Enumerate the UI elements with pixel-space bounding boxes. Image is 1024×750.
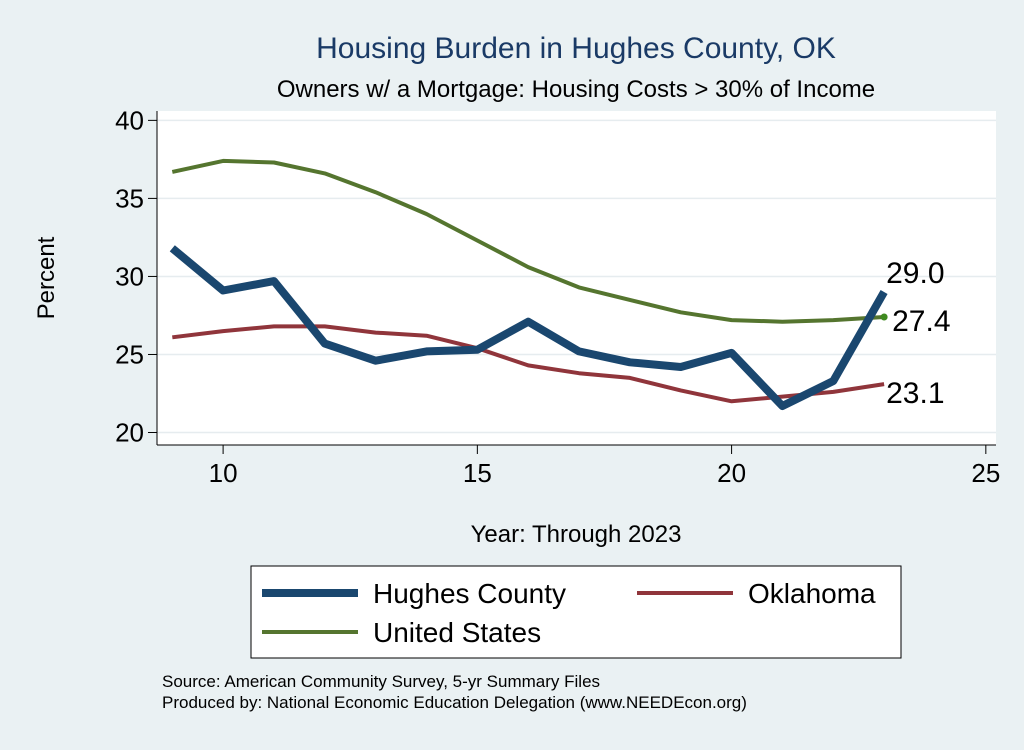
y-tick-label-25: 25 (115, 339, 144, 369)
series-line-united-states (171, 158, 885, 324)
y-tick-label-40: 40 (115, 105, 144, 135)
x-tick-label-10: 10 (209, 458, 238, 488)
end-label-united-states: 27.4 (892, 305, 950, 338)
x-tick-label-20: 20 (717, 458, 746, 488)
end-label-oklahoma: 23.1 (886, 377, 944, 410)
produced-by-note: Produced by: National Economic Education… (162, 693, 747, 712)
series-line-hughes-county (169, 245, 888, 410)
source-note: Source: American Community Survey, 5-yr … (162, 672, 600, 691)
legend-box (250, 565, 902, 659)
legend: Hughes County Oklahoma United States (250, 565, 902, 659)
plot-area (157, 111, 996, 445)
chart-title: Housing Burden in Hughes County, OK (316, 32, 836, 65)
y-tick-label-20: 20 (115, 418, 144, 448)
legend-label-oklahoma: Oklahoma (748, 578, 876, 609)
chart-subtitle: Owners w/ a Mortgage: Housing Costs > 30… (277, 76, 875, 103)
series-line-oklahoma (172, 324, 885, 404)
x-axis-label: Year: Through 2023 (471, 521, 682, 548)
y-tick-label-35: 35 (115, 183, 144, 213)
y-tick-label-30: 30 (115, 261, 144, 291)
end-label-hughes-county: 29.0 (886, 257, 944, 290)
y-axis-label: Percent (33, 236, 60, 319)
series-layer (169, 158, 888, 410)
series-end-marker-united-states (880, 313, 888, 321)
end-labels: 29.0 23.1 27.4 (886, 257, 950, 410)
legend-label-united-states: United States (373, 617, 541, 648)
axes-layer: 20 25 30 35 40 10 15 20 25 (115, 105, 1000, 488)
legend-label-hughes-county: Hughes County (373, 578, 566, 609)
x-tick-label-15: 15 (463, 458, 492, 488)
x-tick-label-25: 25 (971, 458, 1000, 488)
